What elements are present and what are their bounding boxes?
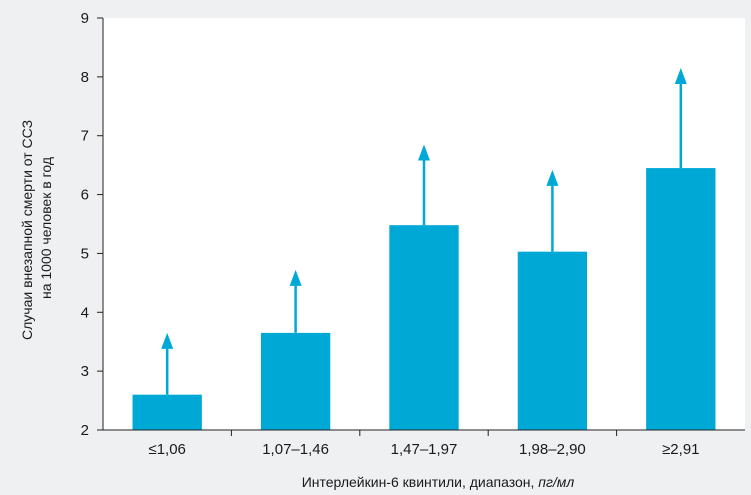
x-axis-title: Интерлейкин-6 квинтили, диапазон, пг/мл [302,474,575,490]
bar [132,394,202,430]
y-tick-label: 8 [81,69,89,86]
x-tick-label: ≥2,91 [662,441,699,458]
x-axis-title-unit: пг/мл [538,474,574,490]
y-tick-label: 5 [81,245,89,262]
bar [646,168,716,431]
y-tick-label: 3 [81,363,89,380]
x-tick-label: 1,07–1,46 [262,441,329,458]
error-bar-arrow [418,144,430,161]
bar [260,332,331,430]
y-tick-label: 6 [81,187,89,204]
bar [389,225,459,430]
y-axis-title-line1: Случаи внезапной смерти от ССЗ [19,120,35,340]
error-bar-arrow [289,269,302,286]
y-axis-ticks: 2 3 4 5 6 7 8 9 [81,10,103,439]
y-tick-label: 4 [81,304,89,321]
y-tick-label: 2 [81,422,89,439]
bars [132,168,716,431]
x-tick-label: ≤1,06 [148,441,185,458]
y-tick-label: 9 [81,10,89,27]
error-bars [161,68,687,395]
y-axis-title-line2: на 1000 человек в год [38,157,54,299]
y-tick-label: 7 [81,128,89,145]
bar [517,251,588,430]
error-bar-arrow [161,332,174,349]
x-tick-label: 1,98–2,90 [519,441,586,458]
x-axis-ticks: ≤1,06 1,07–1,46 1,47–1,97 1,98–2,90 ≥2,91 [148,430,700,458]
error-bar-arrow [546,169,559,186]
error-bar-arrow [674,68,687,85]
y-axis-title: Случаи внезапной смерти от ССЗ на 1000 ч… [19,116,54,340]
x-tick-label: 1,47–1,97 [391,441,458,458]
x-axis-title-main: Интерлейкин-6 квинтили, диапазон, [302,474,539,490]
